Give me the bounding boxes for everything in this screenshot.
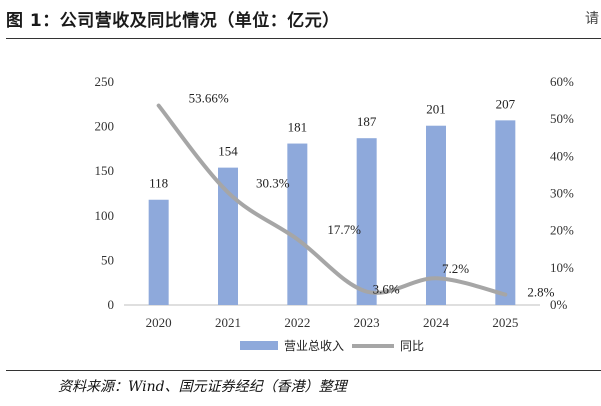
y-right-tick-label: 50% (550, 111, 574, 126)
footer-rule (6, 370, 601, 371)
axes: 0 50 100 150 200 250 0% 10% 20% 30% 40% 50% 60% 2020 2… (95, 74, 575, 330)
bar-data-label: 201 (426, 102, 446, 117)
y-right-tick-label: 40% (550, 148, 574, 163)
x-tick-label: 2022 (284, 315, 310, 330)
bar (218, 167, 238, 305)
revenue-chart: 0 50 100 150 200 250 0% 10% 20% 30% 40% 50% 60% 2020 2… (95, 74, 575, 353)
chart-title: 图 1：公司营收及同比情况（单位：亿元） (6, 11, 340, 31)
line-series (156, 103, 508, 297)
edge-glyph: 请 (585, 11, 599, 27)
x-tick-label: 2025 (492, 315, 518, 330)
y-left-tick-label: 150 (95, 163, 115, 178)
line-data-label: 30.3% (256, 175, 290, 190)
bar-data-label: 207 (496, 96, 516, 111)
line-data-label: 17.7% (327, 222, 361, 237)
legend-line-label: 同比 (400, 339, 424, 353)
bar-data-label: 181 (288, 120, 308, 135)
line-data-label: 7.2% (442, 261, 469, 276)
x-tick-label: 2024 (423, 315, 450, 330)
y-right-tick-label: 60% (550, 74, 574, 89)
bar (495, 120, 516, 305)
bar-data-label: 187 (357, 114, 377, 129)
line-data-labels: 53.66% 30.3% 17.7% 3.6% 7.2% 2.8% (189, 91, 555, 300)
x-tick-label: 2023 (354, 315, 380, 330)
source-note: 资料来源：Wind、国元证券经纪（香港）整理 (58, 379, 347, 395)
yoy-line (156, 103, 508, 297)
line-data-label: 2.8% (527, 285, 554, 300)
x-tick-label: 2020 (146, 315, 172, 330)
line-data-label: 3.6% (373, 282, 400, 297)
y-right-tick-label: 10% (550, 260, 574, 275)
bar (287, 143, 308, 305)
bar-data-label: 118 (149, 176, 168, 191)
y-right-tick-label: 30% (550, 186, 574, 201)
y-left-tick-label: 0 (108, 297, 115, 312)
line-data-label: 53.66% (189, 91, 229, 106)
y-left-tick-label: 250 (95, 74, 115, 89)
bar (426, 125, 446, 305)
legend: 营业总收入 同比 (240, 339, 424, 353)
legend-bar-swatch (240, 341, 278, 350)
legend-bar-label: 营业总收入 (284, 339, 344, 353)
y-right-tick-label: 20% (550, 223, 574, 238)
title-rule (6, 38, 601, 39)
bar-data-labels: 118 154 181 187 201 207 (149, 96, 515, 190)
bar-data-label: 154 (218, 144, 238, 159)
y-left-tick-label: 200 (95, 119, 115, 134)
y-left-tick-label: 50 (101, 252, 114, 267)
bar (148, 199, 169, 305)
x-tick-label: 2021 (215, 315, 241, 330)
bar-series (148, 120, 516, 305)
y-right-tick-label: 0% (550, 297, 568, 312)
y-left-tick-label: 100 (95, 208, 115, 223)
bar (356, 138, 377, 305)
